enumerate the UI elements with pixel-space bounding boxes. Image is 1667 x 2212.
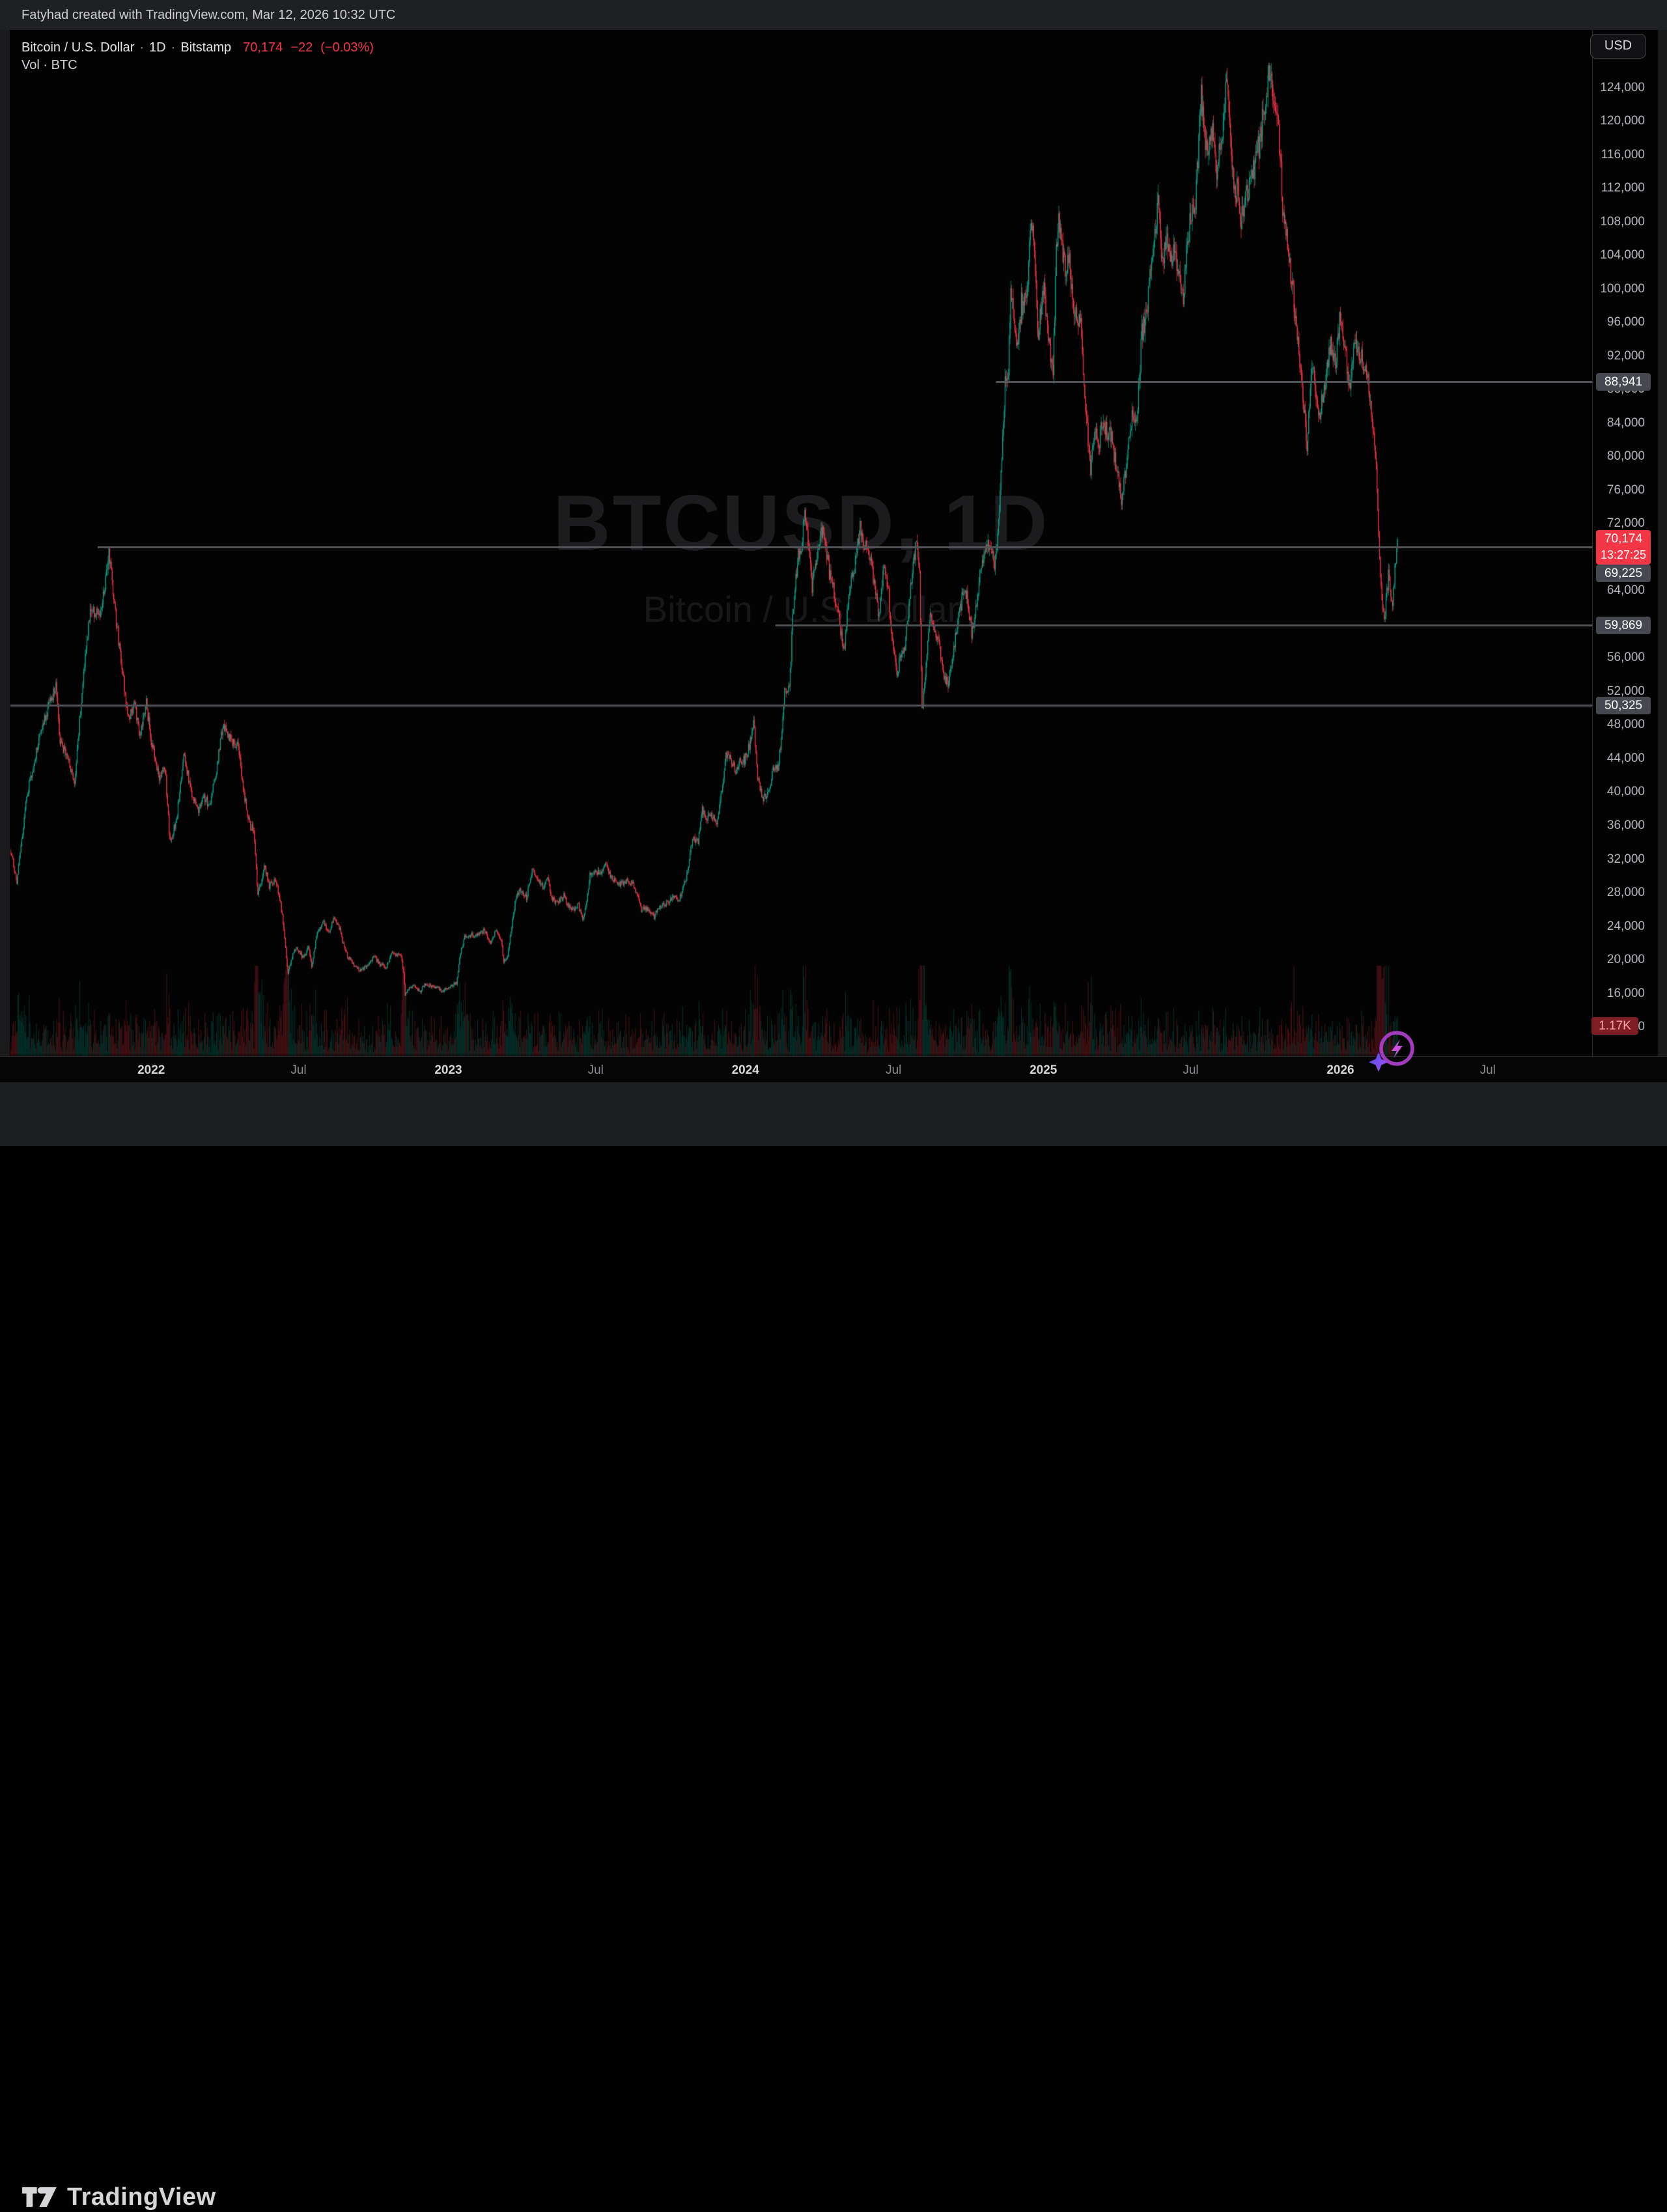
price-tick-label: 48,000 (1606, 718, 1645, 732)
level-price-badge: 59,869 (1596, 617, 1651, 635)
horizontal-ray[interactable] (97, 546, 1592, 548)
price-tick-label: 24,000 (1606, 919, 1645, 933)
price-tick-label: 108,000 (1600, 214, 1645, 229)
footer-bar: TradingView (0, 1082, 1667, 2211)
last-price-badge-group: 70,174 13:27:25 (1596, 530, 1651, 565)
time-axis-label: Jul (1479, 1063, 1496, 1077)
lightning-bolt-icon (1392, 1039, 1403, 1058)
price-tick-label: 76,000 (1606, 483, 1645, 497)
time-axis-label: Jul (1183, 1063, 1199, 1077)
attribution-bar: Fatyhad created with TradingView.com, Ma… (0, 0, 1667, 30)
volume-indicator-label[interactable]: Vol · BTC (21, 58, 77, 72)
price-change-value: −22 (290, 40, 313, 55)
last-price-value: 70,174 (243, 40, 283, 55)
right-margin-strip (1658, 30, 1667, 1056)
price-tick-label: 36,000 (1606, 818, 1645, 832)
price-tick-label: 92,000 (1606, 348, 1645, 363)
time-axis-label: 2026 (1326, 1063, 1354, 1077)
time-axis-label: Jul (587, 1063, 604, 1077)
price-tick-label: 124,000 (1600, 80, 1645, 94)
left-margin-strip (0, 30, 10, 1056)
time-axis-label: 2022 (137, 1063, 165, 1077)
level-price-badge: 50,325 (1596, 697, 1651, 715)
boost-circle (1379, 1031, 1414, 1066)
price-tick-label: 44,000 (1606, 751, 1645, 765)
bar-countdown: 13:27:25 (1600, 548, 1647, 561)
legend-separator: · (171, 40, 176, 55)
attribution-text: Fatyhad created with TradingView.com, Ma… (21, 8, 396, 22)
price-tick-label: 64,000 (1606, 583, 1645, 598)
price-axis-border (1592, 30, 1593, 1056)
horizontal-ray[interactable] (10, 705, 1592, 707)
price-tick-label: 104,000 (1600, 248, 1645, 262)
level-price-badge: 88,941 (1596, 372, 1651, 391)
horizontal-ray[interactable] (996, 380, 1592, 383)
price-tick-label: 112,000 (1601, 181, 1645, 195)
price-tick-label: 100,000 (1600, 281, 1645, 296)
price-change-percent: (−0.03%) (320, 40, 374, 55)
time-axis-label: Jul (290, 1063, 307, 1077)
sparkle-icon (1369, 1052, 1388, 1072)
price-tick-label: 96,000 (1606, 315, 1645, 329)
price-tick-label: 120,000 (1600, 114, 1645, 128)
tradingview-logo-icon[interactable] (21, 2184, 58, 2210)
symbol-title[interactable]: Bitcoin / U.S. Dollar (21, 40, 135, 55)
volume-value-badge: 1.17K (1591, 1017, 1638, 1035)
price-tick-label: 28,000 (1606, 886, 1645, 899)
price-tick-label: 56,000 (1606, 651, 1645, 665)
time-axis-label: Jul (886, 1063, 902, 1077)
time-axis-border (0, 1056, 1667, 1057)
price-tick-label: 16,000 (1606, 986, 1645, 1000)
price-tick-label: 72,000 (1606, 516, 1645, 531)
legend-separator: · (139, 40, 145, 55)
last-price-badge: 70,174 (1604, 532, 1643, 546)
price-tick-label: 32,000 (1606, 852, 1645, 866)
price-tick-label: 40,000 (1606, 785, 1645, 799)
price-tick-label: 84,000 (1606, 415, 1645, 430)
horizontal-ray[interactable] (776, 624, 1592, 627)
time-axis-label: 2023 (434, 1063, 462, 1077)
boost-lightning-icon[interactable] (1367, 1024, 1420, 1076)
price-tick-label: 80,000 (1606, 449, 1645, 464)
exchange-label: Bitstamp (180, 40, 232, 55)
candlestick-canvas[interactable] (0, 0, 1667, 1146)
time-axis-label: 2025 (1030, 1063, 1058, 1077)
price-tick-label: 116,000 (1601, 147, 1645, 161)
level-price-badge: 69,225 (1596, 565, 1651, 582)
tradingview-brand-text[interactable]: TradingView (67, 2183, 216, 2211)
interval-label[interactable]: 1D (149, 40, 166, 55)
chart-legend: Bitcoin / U.S. Dollar · 1D · Bitstamp 70… (21, 39, 374, 56)
currency-toggle-button[interactable]: USD (1590, 34, 1646, 59)
time-axis-label: 2024 (731, 1063, 759, 1077)
price-tick-label: 20,000 (1606, 953, 1645, 966)
price-tick-label: 52,000 (1606, 684, 1645, 698)
